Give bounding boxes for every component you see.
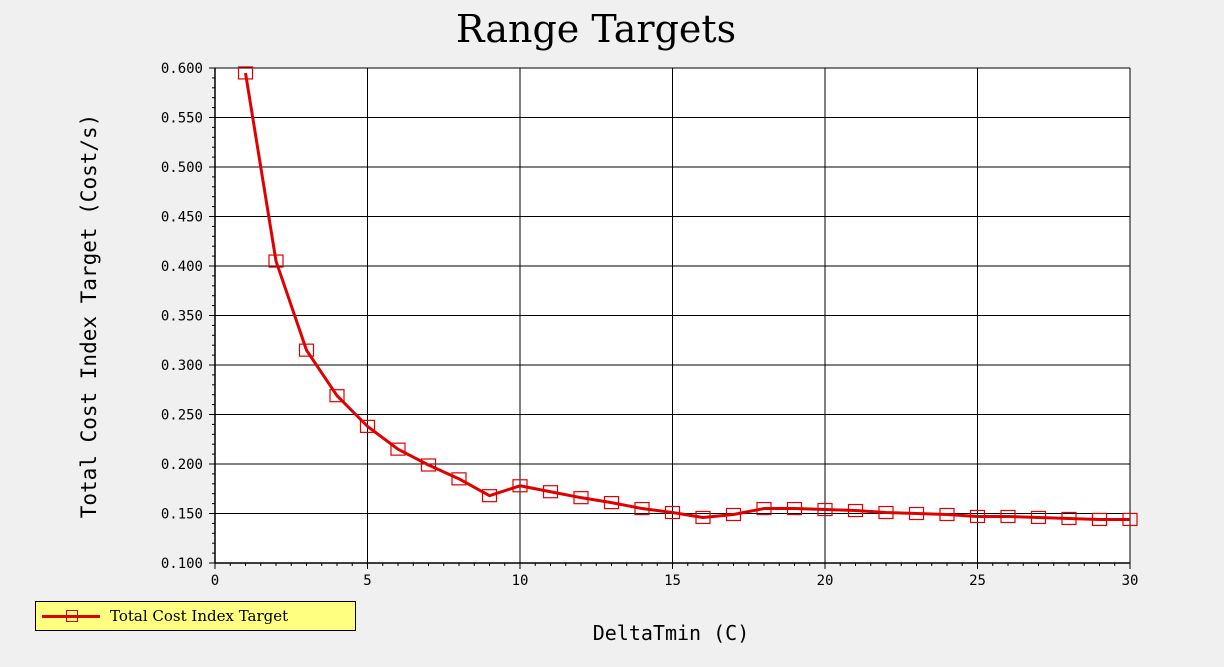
data-point — [847, 503, 864, 518]
data-point — [603, 496, 620, 510]
data-point — [1000, 509, 1016, 524]
y-tick-label: 0.150 — [161, 507, 203, 523]
legend: Total Cost Index Target — [35, 601, 356, 631]
x-tick-label: 10 — [512, 573, 529, 589]
data-point — [695, 510, 711, 525]
y-tick-label: 0.450 — [161, 210, 203, 226]
data-point — [725, 507, 742, 522]
legend-marker-icon — [66, 610, 78, 622]
data-point — [969, 509, 986, 524]
data-point — [817, 502, 833, 517]
data-point — [1061, 511, 1077, 526]
x-tick-label: 20 — [817, 573, 834, 589]
data-point — [329, 389, 345, 403]
data-point — [1091, 512, 1108, 527]
y-tick-label: 0.600 — [161, 61, 203, 77]
data-point — [512, 479, 528, 493]
x-tick-label: 25 — [969, 573, 986, 589]
data-point — [878, 505, 894, 520]
data-point — [573, 491, 589, 505]
data-point — [420, 458, 437, 472]
data-point — [451, 472, 467, 486]
data-point — [542, 485, 559, 499]
data-point — [268, 254, 284, 268]
data-point — [481, 489, 498, 503]
series-line — [244, 72, 1130, 521]
y-tick-label: 0.400 — [161, 259, 203, 275]
y-tick-label: 0.550 — [161, 111, 203, 127]
data-point — [664, 505, 681, 520]
data-point — [298, 343, 315, 357]
y-tick-label: 0.500 — [161, 160, 203, 176]
x-tick-label: 0 — [211, 573, 219, 589]
y-tick-label: 0.350 — [161, 309, 203, 325]
y-tick-label: 0.200 — [161, 457, 203, 473]
data-point — [390, 442, 406, 456]
legend-line — [42, 615, 100, 618]
x-tick-label: 5 — [363, 573, 371, 589]
x-tick-label: 15 — [664, 573, 681, 589]
data-point — [359, 419, 376, 433]
plot-area: 0 5 10 15 20 25 30 0.100 0.150 0.200 0.250 0.300 0.3… — [161, 61, 1139, 589]
legend-swatch — [42, 601, 102, 631]
data-point — [634, 501, 650, 516]
data-point — [237, 66, 254, 80]
x-tick-label: 30 — [1122, 573, 1139, 589]
data-point — [1030, 510, 1047, 525]
legend-label: Total Cost Index Target — [110, 607, 289, 625]
data-point — [786, 501, 803, 516]
chart-title: Range Targets — [456, 7, 736, 51]
data-point — [756, 501, 772, 516]
data-point — [939, 507, 955, 522]
x-axis-label: DeltaTmin (C) — [593, 621, 750, 645]
y-tick-label: 0.100 — [161, 556, 203, 572]
data-point — [908, 506, 925, 521]
data-point — [1122, 512, 1138, 527]
y-tick-label: 0.300 — [161, 358, 203, 374]
y-tick-label: 0.250 — [161, 408, 203, 424]
y-axis-label: Total Cost Index Target (Cost/s) — [77, 114, 101, 519]
